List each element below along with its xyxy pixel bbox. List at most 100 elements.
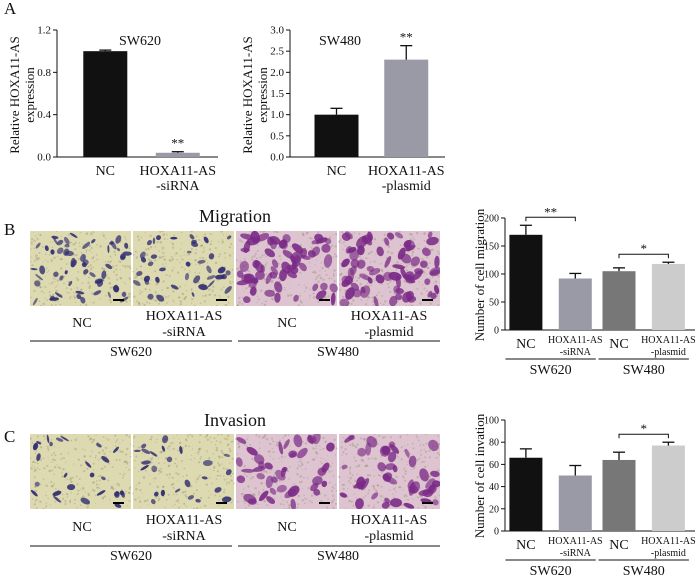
pore bbox=[209, 233, 212, 235]
pore bbox=[176, 499, 179, 502]
pore bbox=[167, 287, 170, 289]
pore bbox=[93, 481, 95, 484]
pore bbox=[38, 468, 41, 471]
stained-cell bbox=[265, 475, 274, 489]
category-label: -siRNA bbox=[560, 347, 592, 358]
pore bbox=[380, 262, 383, 265]
pore bbox=[214, 494, 217, 497]
stained-cell bbox=[69, 232, 78, 238]
pore bbox=[209, 293, 211, 295]
pore bbox=[172, 299, 174, 302]
stained-cell bbox=[68, 280, 73, 287]
pore bbox=[159, 451, 162, 454]
stained-cell bbox=[311, 239, 321, 245]
pore bbox=[125, 490, 127, 493]
pore bbox=[283, 434, 287, 437]
pore bbox=[268, 450, 271, 453]
pore bbox=[435, 456, 438, 459]
pore bbox=[75, 475, 78, 478]
pore bbox=[132, 492, 134, 495]
pore bbox=[417, 439, 420, 442]
pore bbox=[230, 243, 232, 246]
pore bbox=[167, 464, 171, 468]
pore bbox=[282, 503, 285, 506]
inv-label-plasmid-l1: HOXA11-AS bbox=[351, 513, 427, 528]
pore bbox=[433, 282, 435, 284]
pore bbox=[423, 239, 426, 242]
y-axis-label-group: Number of cell invation bbox=[472, 413, 487, 538]
pore bbox=[264, 263, 267, 267]
pore bbox=[262, 231, 265, 233]
pore bbox=[209, 248, 212, 250]
stained-cell bbox=[356, 259, 366, 269]
pore bbox=[233, 482, 235, 485]
pore bbox=[175, 472, 178, 475]
pore bbox=[79, 232, 82, 234]
pore bbox=[231, 457, 234, 460]
stained-cell bbox=[217, 266, 226, 274]
pore bbox=[133, 253, 135, 256]
pore bbox=[66, 496, 68, 498]
pore bbox=[60, 471, 63, 474]
pore bbox=[90, 437, 92, 440]
pore bbox=[52, 241, 54, 243]
pore bbox=[241, 296, 243, 299]
pore bbox=[338, 240, 341, 243]
pore bbox=[184, 490, 187, 493]
pore bbox=[35, 450, 38, 452]
pore bbox=[33, 289, 36, 292]
pore bbox=[171, 476, 174, 479]
pore bbox=[251, 476, 255, 479]
pore bbox=[420, 453, 423, 456]
pore bbox=[360, 299, 363, 301]
pore bbox=[437, 275, 440, 278]
mig-label-plasmid-l2: -plasmid bbox=[365, 325, 414, 340]
pore bbox=[429, 477, 431, 480]
pore bbox=[73, 463, 75, 465]
pore bbox=[198, 272, 201, 274]
pore bbox=[251, 457, 254, 461]
pore bbox=[315, 448, 317, 450]
pore bbox=[220, 434, 223, 436]
stained-cell bbox=[89, 472, 95, 478]
pore bbox=[304, 290, 306, 292]
pore bbox=[320, 256, 322, 258]
stained-cell bbox=[95, 279, 104, 285]
pore bbox=[117, 485, 120, 487]
pore bbox=[47, 269, 50, 272]
pore bbox=[357, 276, 361, 280]
pore bbox=[108, 277, 111, 280]
pore bbox=[127, 504, 129, 507]
pore bbox=[171, 242, 175, 246]
pore bbox=[342, 248, 344, 251]
pore bbox=[177, 271, 180, 274]
pore bbox=[61, 475, 64, 478]
stained-cell bbox=[132, 280, 141, 286]
pore bbox=[132, 449, 135, 452]
stained-cell bbox=[255, 270, 265, 280]
pore bbox=[35, 469, 37, 471]
stained-cell bbox=[427, 231, 433, 239]
pore bbox=[209, 242, 212, 246]
pore bbox=[191, 251, 193, 253]
stained-cell bbox=[170, 284, 179, 290]
pore bbox=[218, 255, 220, 258]
pore bbox=[178, 285, 182, 288]
stained-cell bbox=[357, 245, 365, 256]
pore bbox=[152, 298, 155, 301]
pore bbox=[289, 445, 292, 447]
pore bbox=[47, 456, 49, 458]
pore bbox=[158, 472, 160, 475]
pore bbox=[331, 499, 334, 502]
pore bbox=[410, 233, 413, 236]
pore bbox=[429, 302, 431, 304]
pore bbox=[31, 498, 34, 500]
pore bbox=[327, 267, 330, 270]
pore bbox=[183, 297, 187, 300]
pore bbox=[232, 252, 234, 254]
pore bbox=[194, 252, 197, 255]
stained-cell bbox=[146, 239, 153, 246]
pore bbox=[218, 455, 220, 457]
pore bbox=[417, 243, 419, 245]
pore bbox=[171, 246, 175, 249]
